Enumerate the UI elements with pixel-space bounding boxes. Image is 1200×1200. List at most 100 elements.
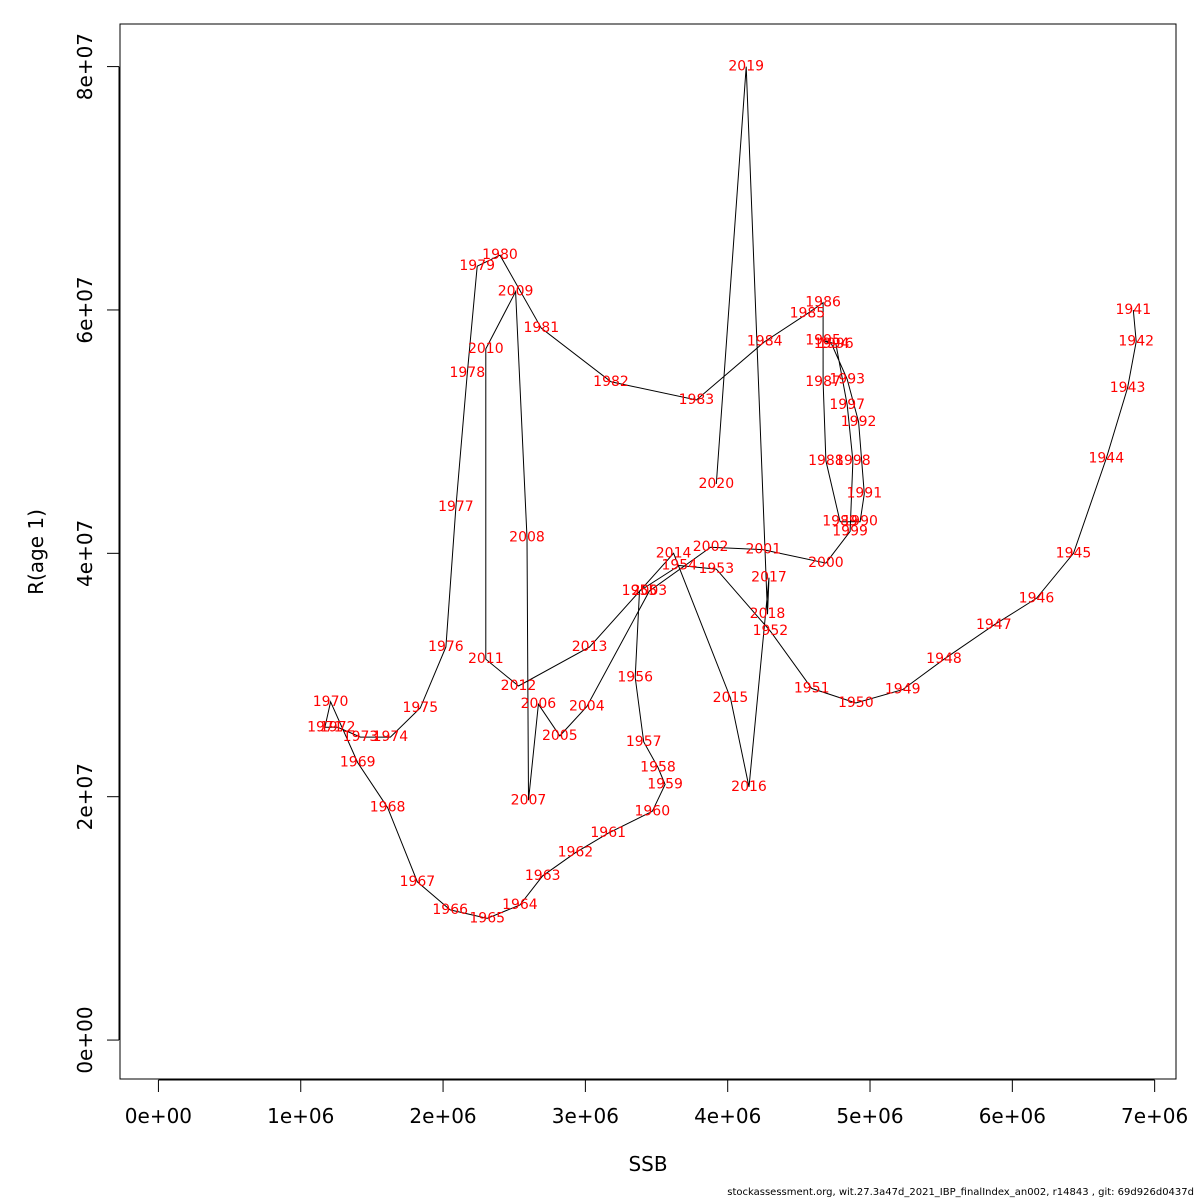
- year-label-1943: 1943: [1110, 380, 1146, 396]
- year-label-2019: 2019: [728, 59, 764, 75]
- year-label-1957: 1957: [626, 734, 662, 750]
- year-label-1978: 1978: [449, 365, 485, 381]
- x-tick-label: 6e+06: [979, 1104, 1046, 1128]
- year-label-1990: 1990: [842, 514, 878, 530]
- year-label-2001: 2001: [745, 542, 781, 558]
- year-label-1954: 1954: [661, 558, 697, 574]
- year-label-1948: 1948: [926, 651, 962, 667]
- y-axis-title: R(age 1): [24, 509, 48, 595]
- year-label-1951: 1951: [794, 680, 830, 696]
- year-label-1999: 1999: [832, 523, 868, 539]
- year-label-1963: 1963: [525, 868, 561, 884]
- year-label-1993: 1993: [829, 371, 865, 387]
- year-label-1981: 1981: [523, 320, 559, 336]
- year-label-1945: 1945: [1056, 545, 1092, 561]
- x-tick-label: 7e+06: [1121, 1104, 1188, 1128]
- year-label-1988: 1988: [808, 453, 844, 469]
- x-axis: 0e+00 1e+06 2e+06 3e+06 4e+06 5e+06 6e+06 7e+06: [125, 1079, 1188, 1128]
- year-label-1967: 1967: [400, 874, 436, 890]
- year-label-1971: 1971: [307, 719, 343, 735]
- year-label-1983: 1983: [679, 392, 715, 408]
- year-label-1995: 1995: [805, 332, 841, 348]
- year-label-1975: 1975: [402, 700, 438, 716]
- year-label-1987: 1987: [805, 374, 841, 390]
- year-label-2011: 2011: [468, 651, 504, 667]
- series-line: [324, 66, 1137, 919]
- year-label-1942: 1942: [1118, 334, 1154, 350]
- year-label-1986: 1986: [805, 295, 841, 311]
- year-label-2004: 2004: [569, 699, 605, 715]
- year-label-1944: 1944: [1088, 450, 1124, 466]
- y-tick-label: 8e+07: [73, 33, 97, 100]
- year-label-2015: 2015: [713, 690, 749, 706]
- year-labels: 1941 1942 1943 1944 1945 1946 1947 1948 1949 1950…: [307, 59, 1154, 927]
- plot-frame: [119, 23, 1177, 1080]
- year-label-2017: 2017: [751, 570, 787, 586]
- year-label-1968: 1968: [370, 800, 406, 816]
- year-label-2002: 2002: [693, 539, 729, 555]
- year-label-2003: 2003: [632, 583, 668, 599]
- y-tick-label: 4e+07: [73, 520, 97, 587]
- x-tick-label: 1e+06: [267, 1104, 334, 1128]
- year-label-2005: 2005: [542, 728, 578, 744]
- year-label-2016: 2016: [731, 779, 767, 795]
- year-label-1972: 1972: [320, 719, 356, 735]
- x-tick-label: 4e+06: [694, 1104, 761, 1128]
- year-label-2008: 2008: [509, 530, 545, 546]
- year-label-1992: 1992: [841, 414, 877, 430]
- year-label-1955: 1955: [622, 583, 658, 599]
- year-label-1996: 1996: [818, 336, 854, 352]
- year-label-1977: 1977: [438, 499, 474, 515]
- year-label-1959: 1959: [647, 777, 683, 793]
- year-label-1982: 1982: [593, 374, 629, 390]
- year-label-1998: 1998: [835, 453, 871, 469]
- year-label-1946: 1946: [1019, 590, 1055, 606]
- year-label-1953: 1953: [698, 561, 734, 577]
- year-label-2007: 2007: [511, 792, 547, 808]
- x-tick-label: 0e+00: [125, 1104, 192, 1128]
- year-label-1970: 1970: [313, 694, 349, 710]
- year-label-1952: 1952: [753, 623, 789, 639]
- year-label-1991: 1991: [846, 486, 882, 502]
- year-label-1958: 1958: [640, 760, 676, 776]
- x-axis-title: SSB: [628, 1152, 667, 1176]
- year-label-1966: 1966: [432, 902, 468, 918]
- x-tick-label: 5e+06: [836, 1104, 903, 1128]
- year-label-1973: 1973: [343, 729, 379, 745]
- year-label-1974: 1974: [373, 729, 409, 745]
- year-label-2010: 2010: [468, 341, 504, 357]
- year-label-2009: 2009: [498, 284, 534, 300]
- year-label-1997: 1997: [829, 397, 865, 413]
- year-label-1994: 1994: [814, 336, 850, 352]
- year-label-1960: 1960: [634, 803, 670, 819]
- year-label-2012: 2012: [501, 678, 537, 694]
- footer-caption: stockassessment.org, wit.27.3a47d_2021_I…: [727, 1187, 1194, 1198]
- year-label-1980: 1980: [482, 247, 518, 263]
- year-label-1985: 1985: [790, 306, 826, 322]
- x-tick-label: 3e+06: [552, 1104, 619, 1128]
- y-tick-label: 6e+07: [73, 276, 97, 343]
- year-label-2018: 2018: [750, 606, 786, 622]
- year-label-1961: 1961: [590, 825, 626, 841]
- y-tick-label: 0e+00: [73, 1006, 97, 1073]
- year-label-1979: 1979: [459, 258, 495, 274]
- year-label-1941: 1941: [1115, 302, 1151, 318]
- year-label-2013: 2013: [572, 639, 608, 655]
- year-label-1989: 1989: [822, 514, 858, 530]
- year-label-1965: 1965: [469, 910, 505, 926]
- year-label-1949: 1949: [885, 682, 921, 698]
- year-label-2014: 2014: [656, 545, 692, 561]
- year-label-1950: 1950: [838, 695, 874, 711]
- y-axis: 0e+00 2e+07 4e+07 6e+07 8e+07: [73, 33, 120, 1074]
- year-label-2000: 2000: [808, 555, 844, 571]
- year-label-1962: 1962: [558, 845, 594, 861]
- year-label-1969: 1969: [340, 755, 376, 771]
- y-tick-label: 2e+07: [73, 763, 97, 830]
- year-label-2020: 2020: [698, 476, 734, 492]
- year-label-1956: 1956: [617, 669, 653, 685]
- year-label-1964: 1964: [502, 897, 538, 913]
- year-label-1947: 1947: [976, 617, 1012, 633]
- year-label-1984: 1984: [747, 334, 783, 350]
- x-tick-label: 2e+06: [409, 1104, 476, 1128]
